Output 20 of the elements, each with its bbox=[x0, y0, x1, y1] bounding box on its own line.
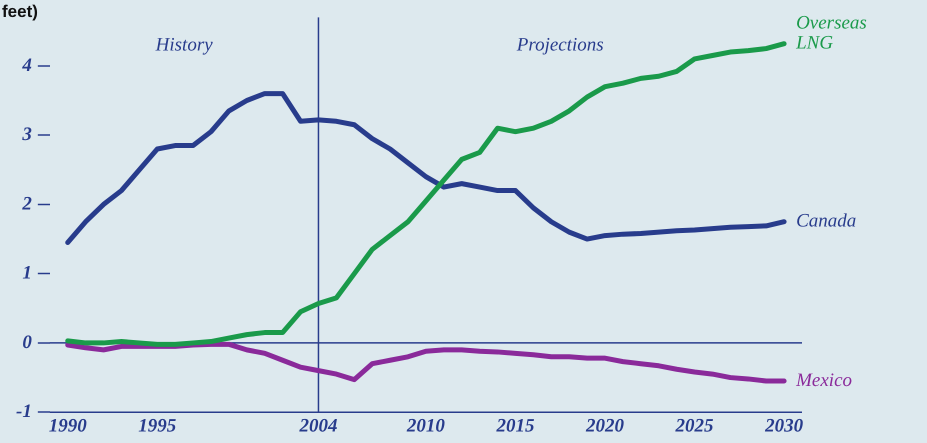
x-tick-label: 2015 bbox=[495, 416, 535, 437]
x-tick-label: 2025 bbox=[674, 416, 714, 437]
annotation: History bbox=[154, 34, 214, 56]
y-tick-label: 3 bbox=[21, 124, 32, 146]
x-tick-label: 2020 bbox=[585, 416, 624, 437]
x-tick-label: 2004 bbox=[298, 416, 338, 437]
y-tick-label: 1 bbox=[22, 262, 32, 284]
x-tick-label: 1990 bbox=[48, 416, 88, 437]
y-tick-label: 0 bbox=[22, 332, 32, 353]
y-tick-label: 2 bbox=[21, 193, 32, 214]
annotation: Projections bbox=[516, 34, 604, 56]
y-tick-label: 4 bbox=[21, 54, 32, 76]
series-label: Canada bbox=[796, 210, 856, 232]
series-label: Mexico bbox=[795, 370, 852, 392]
x-tick-label: 1995 bbox=[138, 416, 177, 437]
y-tick-label: -1 bbox=[16, 401, 32, 422]
y-axis-title: feet) bbox=[2, 2, 38, 22]
x-tick-label: 2010 bbox=[406, 416, 446, 437]
x-tick-label: 2030 bbox=[764, 416, 804, 437]
series-label: Overseas LNG bbox=[795, 12, 867, 54]
